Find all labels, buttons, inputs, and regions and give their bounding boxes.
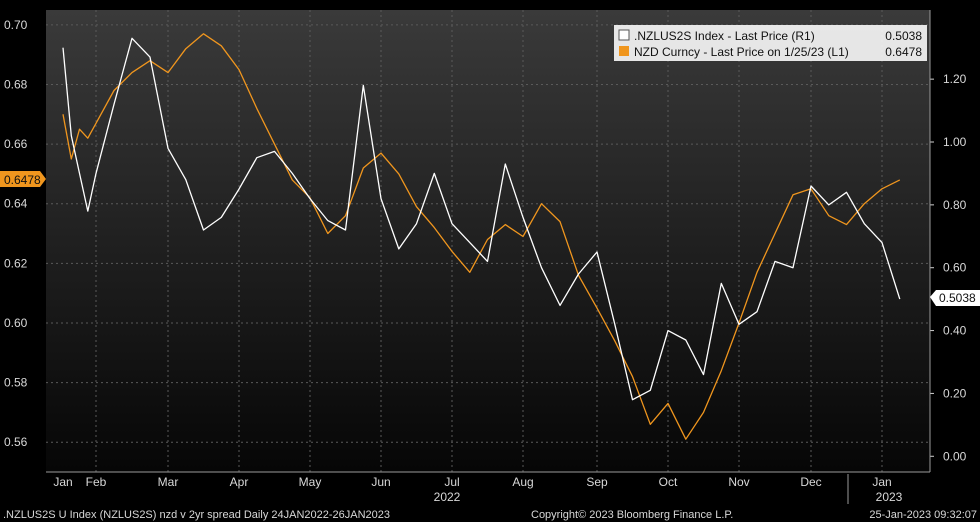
right-tick-label: 0.00 [943, 449, 967, 463]
right-last-value-text: 0.5038 [939, 291, 976, 305]
gridlines [46, 10, 930, 472]
legend-box [614, 25, 927, 61]
right-tick-label: 1.20 [943, 72, 967, 86]
footer-left: .NZLUS2S U Index (NZLUS2S) nzd v 2yr spr… [3, 509, 390, 521]
x-tick-label: Jan [53, 475, 72, 489]
x-tick-label: Oct [659, 475, 678, 489]
x-tick-label: Jul [444, 475, 459, 489]
footer-right: 25-Jan-2023 09:32:07 [869, 509, 977, 521]
x-tick-label: Dec [800, 475, 821, 489]
x-tick-label: Jun [371, 475, 390, 489]
x-tick-label: May [299, 475, 322, 489]
footer-center: Copyright© 2023 Bloomberg Finance L.P. [531, 509, 733, 521]
left-last-value-tag: 0.6478 [0, 171, 46, 187]
left-tick-label: 0.66 [4, 137, 28, 151]
left-axis: 0.70 0.68 0.66 0.64 0.62 0.60 0.58 0.56 [4, 18, 28, 449]
left-tick-label: 0.60 [4, 316, 28, 330]
legend-value-0: 0.5038 [885, 29, 922, 43]
right-tick-label: 0.20 [943, 386, 967, 400]
x-tick-label: Sep [586, 475, 608, 489]
left-tick-label: 0.68 [4, 78, 28, 92]
x-axis: Jan Feb Mar Apr May Jun Jul Aug Sep Oct Nov Dec Jan2… [46, 471, 930, 504]
left-tick-label: 0.56 [4, 435, 28, 449]
x-tick-label: Apr [230, 475, 249, 489]
x-tick-label: Aug [512, 475, 533, 489]
left-tick-label: 0.62 [4, 256, 28, 270]
series-line-0 [62, 33, 901, 440]
right-tick-label: 1.00 [943, 135, 967, 149]
year-label: 2022 [434, 490, 461, 504]
legend-swatch-0 [618, 29, 630, 41]
right-last-value-tag: 0.5038 [930, 290, 980, 306]
x-tick-label: Nov [728, 475, 749, 489]
series-lines [62, 33, 901, 440]
legend-swatch-1 [619, 46, 629, 56]
x-tick-label: Mar [158, 475, 179, 489]
legend-label-1: NZD Curncy - Last Price on 1/25/23 (L1) [634, 45, 849, 59]
x-tick-label: Feb [86, 475, 107, 489]
left-last-value-text: 0.6478 [4, 173, 41, 187]
legend-value-1: 0.6478 [885, 45, 922, 59]
legend: .NZLUS2S Index - Last Price (R1) 0.5038 … [614, 25, 927, 61]
left-tick-label: 0.64 [4, 197, 28, 211]
right-tick-label: 0.60 [943, 261, 967, 275]
legend-label-0: .NZLUS2S Index - Last Price (R1) [634, 29, 815, 43]
right-tick-label: 0.80 [943, 198, 967, 212]
right-axis: 1.20 1.00 0.80 0.60 0.40 0.20 0.00 [929, 10, 967, 472]
year-label: 2023 [876, 490, 903, 504]
series-line-1 [62, 37, 901, 401]
left-tick-label: 0.58 [4, 376, 28, 390]
x-tick-label: Jan [872, 475, 891, 489]
left-tick-label: 0.70 [4, 18, 28, 32]
plot-area [46, 10, 930, 472]
right-tick-label: 0.40 [943, 324, 967, 338]
